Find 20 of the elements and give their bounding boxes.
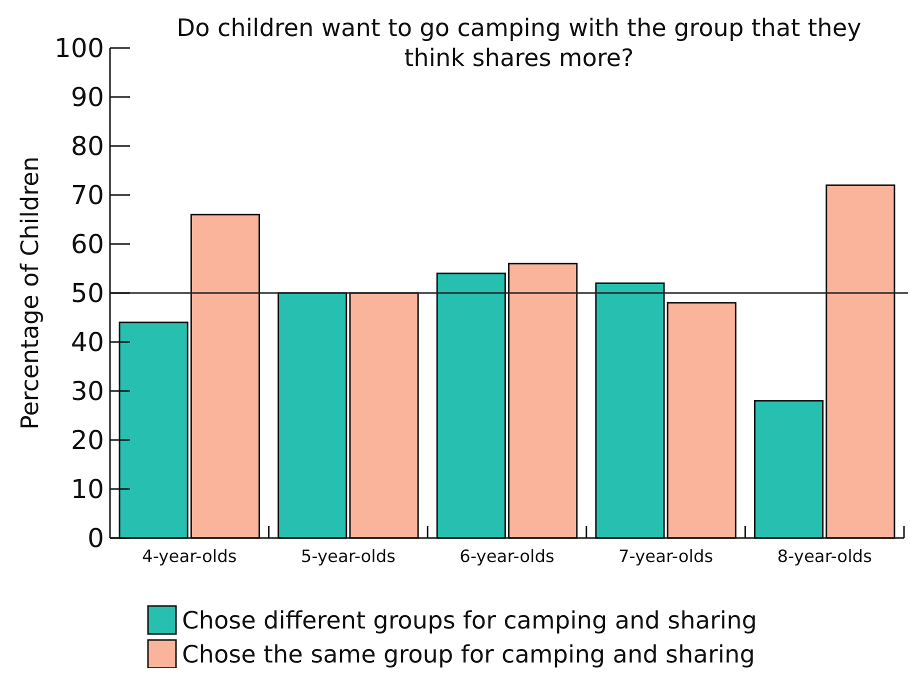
y-tick-label: 0 xyxy=(87,524,104,554)
legend-label: Chose different groups for camping and sharing xyxy=(182,606,758,634)
y-tick-label: 50 xyxy=(70,279,104,310)
x-tick-label: 6-year-olds xyxy=(460,547,554,567)
chart-title: Do children want to go camping with the group that they think shares more? xyxy=(176,14,862,72)
x-tick-label: 7-year-olds xyxy=(618,547,714,567)
y-tick-label: 20 xyxy=(70,426,104,456)
y-tick-label: 90 xyxy=(70,83,104,114)
x-tick-label: 4-year-olds xyxy=(142,547,237,567)
y-tick-label: 10 xyxy=(70,475,104,506)
y-tick-label: 100 xyxy=(54,34,104,64)
legend-label: Chose the same group for camping and sharing xyxy=(182,640,755,668)
y-tick-label: 30 xyxy=(70,377,104,408)
y-tick-label: 40 xyxy=(70,328,104,358)
y-tick-label: 70 xyxy=(70,181,104,212)
x-tick-label: 5-year-olds xyxy=(300,547,396,567)
y-tick-label: 60 xyxy=(70,230,104,260)
x-tick-label: 8-year-olds xyxy=(777,547,872,567)
y-tick-label: 80 xyxy=(70,132,104,162)
y-axis-title: Percentage of Children xyxy=(16,156,44,430)
